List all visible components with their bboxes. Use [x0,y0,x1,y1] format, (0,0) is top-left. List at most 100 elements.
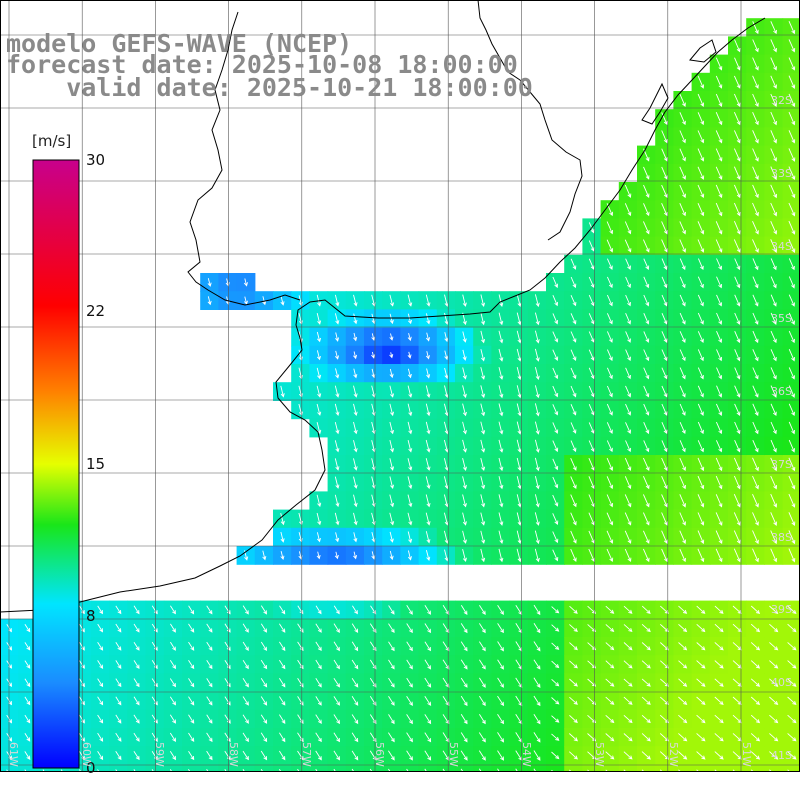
wind-arrow [643,331,650,343]
wind-arrow [770,21,777,35]
wind-arrow [787,642,797,651]
wind-arrow [353,476,358,489]
wind-arrow [697,385,704,398]
wind-arrow [679,258,686,271]
wind-arrow [406,623,413,634]
wind-arrow [569,660,578,669]
wind-arrow [750,660,761,669]
wind-arrow [389,403,395,417]
wind-arrow [641,751,651,760]
wind-arrow [552,531,559,544]
wind-arrow [115,751,122,761]
wind-arrow [133,678,140,688]
wind-arrow [769,696,779,706]
wind-arrow [133,714,140,724]
wind-arrow [333,696,341,706]
wind-arrow [297,714,304,724]
wind-arrow [297,623,304,633]
wind-arrow [424,714,432,725]
wind-arrow [752,330,759,344]
wind-arrow [460,768,464,772]
wind-arrow [661,239,668,253]
wind-arrow [788,130,796,144]
wind-arrow [605,605,615,614]
wind-arrow [351,696,359,706]
wind-arrow [642,512,650,526]
wind-arrow [407,385,413,398]
wind-arrow [406,641,413,652]
wind-arrow [752,440,759,453]
wind-speed-cell [782,18,800,37]
wind-arrow [188,660,195,670]
wind-arrow [224,714,231,724]
wind-arrow [480,421,486,435]
wind-arrow [315,768,319,772]
wind-arrow [388,623,395,633]
wind-arrow [188,750,195,761]
wind-arrow [224,641,231,651]
wind-arrow [280,531,285,543]
wind-speed-cell [200,764,219,772]
wind-arrow [734,312,741,325]
wind-arrow [498,421,504,435]
wind-arrow [406,677,413,688]
wind-arrow [533,713,541,725]
wind-arrow [315,623,322,633]
wind-arrow [752,475,759,490]
wind-arrow [552,367,559,380]
wind-arrow [407,512,413,526]
wind-arrow [407,531,413,544]
wind-arrow [752,512,759,526]
wind-arrow [770,276,777,289]
wind-arrow [679,349,686,362]
wind-arrow [133,769,137,772]
wind-arrow [316,421,322,435]
wind-arrow [697,184,705,199]
wind-arrow [351,750,359,761]
wind-arrow [642,476,650,490]
wind-arrow [643,184,650,198]
wind-arrow [678,696,688,706]
wind-arrow [498,330,504,344]
wind-speed-cell [163,764,183,772]
wind-arrow [533,659,541,670]
wind-arrow [497,659,504,670]
wind-arrow [242,623,249,633]
wind-arrow [533,677,541,688]
wind-arrow [661,313,668,325]
wind-arrow [389,294,395,307]
wind-arrow [188,769,191,772]
wind-arrow [353,351,358,360]
wind-arrow [714,605,724,614]
wind-speed-cell [91,764,110,772]
wind-arrow [606,331,613,343]
wind-arrow [334,512,340,526]
wind-arrow [606,313,613,325]
wind-arrow [552,422,559,434]
wind-arrow [279,623,286,633]
wind-arrow [516,512,522,526]
wind-arrow [478,732,486,743]
wind-arrow [624,203,632,217]
wind-arrow [534,330,540,344]
wind-arrow [444,294,449,307]
wind-arrow [715,239,723,253]
wind-arrow [679,312,686,325]
wind-arrow [444,367,449,380]
wind-arrow [788,312,795,325]
wind-arrow [407,403,413,417]
wind-arrow [696,678,706,687]
wind-speed-cell [254,764,274,772]
wind-speed-cell [564,764,583,772]
wind-arrow [752,494,759,508]
wind-arrow [480,294,486,308]
wind-speed-cell [782,127,800,147]
wind-arrow [353,532,358,543]
wind-arrow [679,494,686,508]
wind-arrow [206,750,213,761]
wind-arrow [133,641,140,651]
wind-arrow [280,550,285,561]
wind-arrow [498,312,504,326]
wind-speed-cell [782,673,800,693]
wind-speed-cell [782,72,800,92]
